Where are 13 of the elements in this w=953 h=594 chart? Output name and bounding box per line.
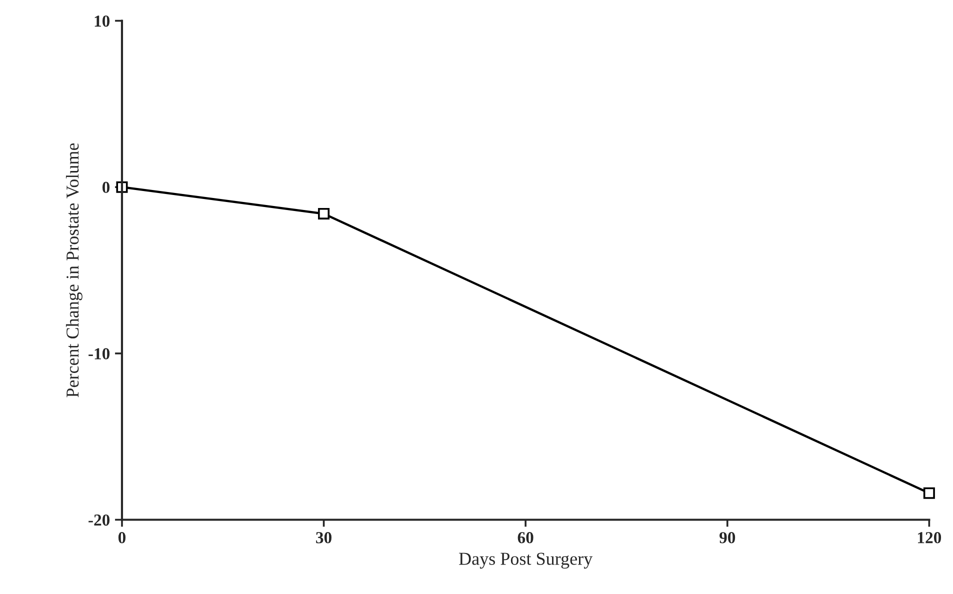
y-tick-label: 0	[102, 182, 110, 194]
x-tick-label: 30	[316, 532, 332, 544]
y-axis-title: Percent Change in Prostate Volume	[66, 143, 82, 398]
y-tick-label: -20	[88, 514, 110, 526]
x-tick-label: 0	[118, 532, 126, 544]
x-tick-label: 60	[518, 532, 534, 544]
y-tick-label: -10	[88, 348, 110, 360]
point	[923, 487, 935, 499]
x-axis-title: Days Post Surgery	[459, 552, 593, 569]
point	[318, 208, 330, 220]
y-tick-label: 10	[94, 15, 110, 27]
x-tick-label: 90	[720, 532, 736, 544]
x-tick-label: 120	[918, 532, 942, 544]
